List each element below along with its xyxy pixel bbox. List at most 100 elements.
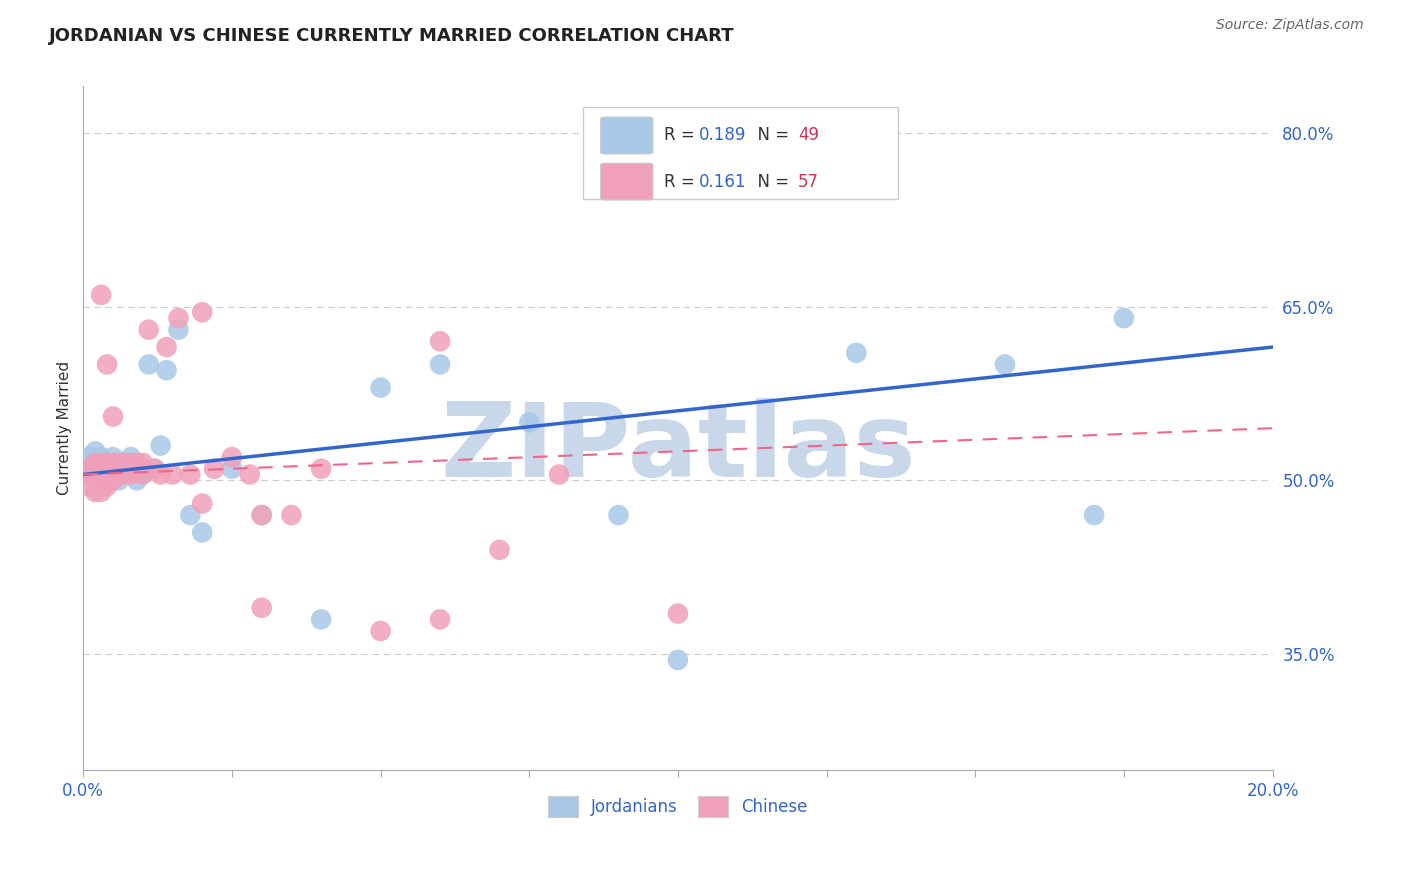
Point (517, 416, 540, 430)
Point (90, 473, 112, 487)
Point (429, 358, 451, 372)
Point (96, 479, 118, 493)
Point (77, 467, 100, 482)
Point (548, 467, 571, 482)
Point (167, 311, 190, 326)
Point (666, 607, 689, 621)
Point (429, 334, 451, 349)
Point (309, 612, 332, 626)
Point (370, 381, 392, 395)
Point (191, 496, 214, 510)
Point (149, 467, 172, 482)
Point (143, 461, 166, 475)
Point (114, 456, 136, 470)
Point (250, 508, 273, 522)
Point (250, 508, 273, 522)
Point (108, 473, 131, 487)
Point (108, 456, 131, 470)
Point (114, 467, 136, 482)
Point (125, 473, 148, 487)
Text: Source: ZipAtlas.com: Source: ZipAtlas.com (1216, 18, 1364, 32)
Point (309, 461, 332, 475)
Point (138, 358, 160, 372)
Point (845, 346, 868, 360)
Point (84, 467, 107, 482)
Point (114, 467, 136, 482)
Text: JORDANIAN VS CHINESE CURRENTLY MARRIED CORRELATION CHART: JORDANIAN VS CHINESE CURRENTLY MARRIED C… (49, 27, 735, 45)
Point (221, 450, 243, 464)
Point (90, 461, 112, 475)
Legend: Jordanians, Chinese: Jordanians, Chinese (541, 789, 814, 823)
Point (77, 461, 100, 475)
Point (101, 461, 124, 475)
Point (96, 467, 118, 482)
Point (132, 456, 155, 470)
Point (84, 456, 107, 470)
Point (120, 456, 142, 470)
Point (101, 473, 124, 487)
Point (101, 467, 124, 482)
Text: R =: R = (664, 127, 700, 145)
Point (429, 612, 451, 626)
Point (77, 461, 100, 475)
Text: N =: N = (747, 173, 794, 191)
Point (84, 444, 107, 458)
FancyBboxPatch shape (600, 163, 652, 200)
Point (90, 456, 112, 470)
Point (96, 461, 118, 475)
Point (108, 467, 131, 482)
Point (101, 450, 124, 464)
FancyBboxPatch shape (600, 117, 652, 154)
Point (488, 542, 510, 557)
Point (167, 323, 190, 337)
Point (96, 456, 118, 470)
Text: 57: 57 (799, 173, 820, 191)
Point (101, 456, 124, 470)
Point (108, 461, 131, 475)
Text: R =: R = (664, 173, 700, 191)
Point (108, 461, 131, 475)
Point (132, 467, 155, 482)
Point (84, 456, 107, 470)
Point (125, 461, 148, 475)
Point (90, 467, 112, 482)
Point (101, 456, 124, 470)
Point (666, 653, 689, 667)
Point (101, 409, 124, 424)
Point (120, 467, 142, 482)
Point (155, 340, 177, 354)
Point (114, 456, 136, 470)
Point (191, 525, 214, 540)
Point (125, 456, 148, 470)
Point (239, 467, 262, 482)
Point (90, 450, 112, 464)
Point (250, 600, 273, 615)
Point (149, 439, 172, 453)
Point (90, 473, 112, 487)
Point (120, 461, 142, 475)
Point (96, 461, 118, 475)
Point (108, 456, 131, 470)
Point (96, 358, 118, 372)
Point (370, 624, 392, 638)
Point (143, 461, 166, 475)
Point (101, 467, 124, 482)
Text: 0.189: 0.189 (699, 127, 747, 145)
Point (179, 467, 201, 482)
Point (84, 484, 107, 499)
Point (101, 461, 124, 475)
Point (84, 467, 107, 482)
Point (132, 467, 155, 482)
Point (202, 461, 225, 475)
Point (607, 508, 630, 522)
Point (1083, 508, 1105, 522)
Point (120, 450, 142, 464)
Text: 49: 49 (799, 127, 820, 145)
Point (191, 305, 214, 319)
Point (84, 461, 107, 475)
Point (138, 323, 160, 337)
Point (108, 467, 131, 482)
Text: 0.161: 0.161 (699, 173, 747, 191)
Point (114, 461, 136, 475)
Point (155, 363, 177, 377)
